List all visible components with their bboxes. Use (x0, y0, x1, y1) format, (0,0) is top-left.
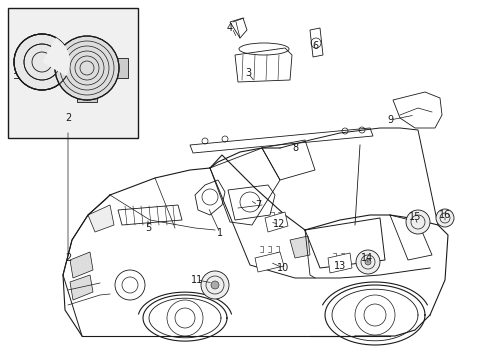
Polygon shape (190, 128, 372, 153)
Text: 2: 2 (65, 113, 71, 123)
Polygon shape (392, 92, 441, 128)
Circle shape (405, 210, 429, 234)
Circle shape (201, 271, 228, 299)
Wedge shape (42, 38, 70, 76)
Polygon shape (254, 252, 284, 272)
Text: 15: 15 (408, 212, 420, 222)
Text: 16: 16 (438, 210, 450, 220)
Polygon shape (115, 58, 128, 78)
Circle shape (364, 259, 370, 265)
Bar (8, 8, 138, 138)
Text: 11: 11 (190, 275, 203, 285)
Circle shape (435, 209, 453, 227)
Polygon shape (235, 48, 291, 82)
Polygon shape (70, 252, 93, 278)
Polygon shape (327, 253, 351, 273)
Polygon shape (289, 236, 309, 258)
Polygon shape (88, 205, 114, 232)
Polygon shape (195, 180, 224, 215)
Text: 8: 8 (291, 143, 298, 153)
Text: 12: 12 (272, 219, 285, 229)
Text: 2: 2 (65, 253, 71, 263)
Circle shape (55, 36, 119, 100)
Text: 6: 6 (311, 41, 317, 51)
Text: 1: 1 (217, 228, 223, 238)
Text: 4: 4 (226, 23, 233, 33)
Circle shape (355, 250, 379, 274)
Polygon shape (227, 185, 274, 220)
Text: 7: 7 (254, 200, 261, 210)
Circle shape (14, 34, 70, 90)
Text: 5: 5 (144, 223, 151, 233)
Text: 14: 14 (360, 253, 372, 263)
Polygon shape (77, 92, 97, 102)
Polygon shape (70, 275, 93, 300)
Polygon shape (229, 18, 246, 38)
Text: 9: 9 (386, 115, 392, 125)
Polygon shape (264, 212, 287, 232)
Text: 13: 13 (333, 261, 346, 271)
Polygon shape (309, 28, 323, 57)
Text: 10: 10 (276, 263, 288, 273)
Text: 3: 3 (244, 68, 250, 78)
Polygon shape (118, 205, 182, 225)
Circle shape (210, 281, 219, 289)
